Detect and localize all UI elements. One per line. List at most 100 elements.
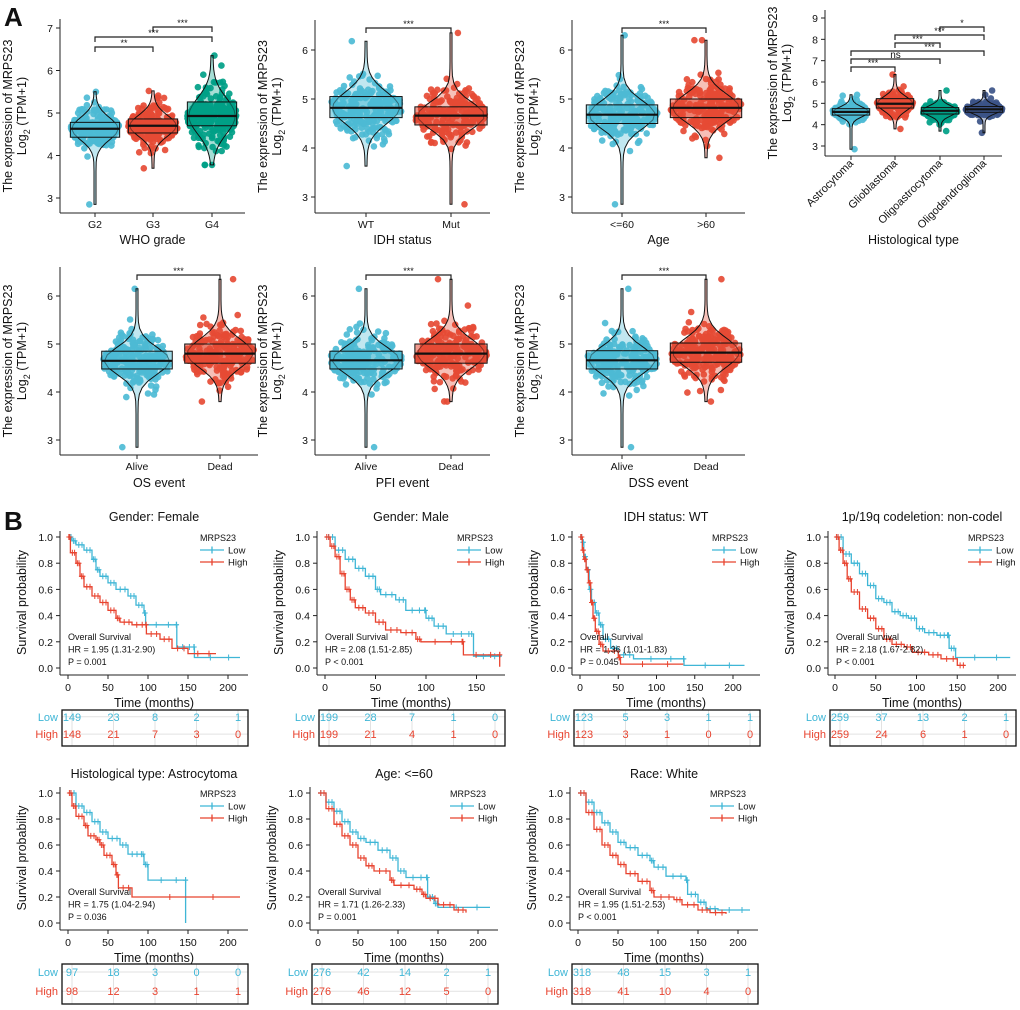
censor-mark xyxy=(148,630,154,637)
chart-title: Race: White xyxy=(630,767,698,781)
censor-mark xyxy=(627,844,633,851)
y-tick-label: 0.8 xyxy=(38,814,53,826)
legend-title: MRPS23 xyxy=(710,789,746,799)
censor-mark xyxy=(165,621,171,628)
risk-table-count: 318 xyxy=(573,986,591,998)
data-point xyxy=(462,100,470,108)
x-tick-label: 0 xyxy=(577,682,583,694)
x-tick-label: 50 xyxy=(612,937,624,949)
data-point xyxy=(644,94,651,101)
censor-mark xyxy=(380,619,386,626)
censor-mark xyxy=(126,619,132,626)
data-point xyxy=(727,366,734,374)
risk-table: Low 276 42 14 2 1 High 276 46 12 5 0 xyxy=(285,963,499,1005)
y-tick-label: 0.6 xyxy=(550,584,565,596)
y-tick-label: 0.0 xyxy=(38,663,53,675)
risk-table-group-label: Low xyxy=(38,712,58,724)
data-point xyxy=(201,161,209,169)
y-tick-label: 4 xyxy=(302,143,308,155)
censor-mark xyxy=(406,882,412,889)
data-point xyxy=(839,118,847,125)
y-axis-label-line2: Log xyxy=(527,135,541,156)
risk-table-count: 4 xyxy=(409,729,415,741)
y-tick-label: 6 xyxy=(47,66,53,78)
risk-table-count: 1 xyxy=(450,712,456,724)
risk-table-count: 2 xyxy=(193,712,199,724)
y-axis-label-unit: (TPM+1) xyxy=(527,322,541,374)
data-point xyxy=(86,201,93,208)
x-tick-label: 150 xyxy=(686,682,704,694)
significance-label: *** xyxy=(868,58,879,68)
data-point xyxy=(620,83,627,91)
significance-label: *** xyxy=(148,28,159,38)
legend-swatch-low xyxy=(200,546,224,554)
y-tick-label: 6 xyxy=(812,77,818,89)
legend-title: MRPS23 xyxy=(968,533,1004,543)
legend-swatch-low xyxy=(450,802,474,810)
significance-label: *** xyxy=(659,266,670,276)
risk-table-group-label: High xyxy=(35,986,58,998)
data-point xyxy=(161,146,169,154)
data-point xyxy=(195,142,202,149)
risk-table-count: 1 xyxy=(485,967,491,979)
y-tick-label: 0.0 xyxy=(550,663,565,675)
data-point xyxy=(348,37,356,45)
risk-table-count: 42 xyxy=(357,967,369,979)
x-tick-label: Dead xyxy=(438,461,463,473)
data-point xyxy=(207,95,215,102)
x-axis-label: Time (months) xyxy=(114,696,194,710)
significance-bracket xyxy=(94,36,213,42)
data-point xyxy=(849,102,857,109)
x-tick-label: G2 xyxy=(88,219,102,231)
annotation-text: Overall Survival xyxy=(580,632,643,642)
annotation-text: P = 0.001 xyxy=(318,912,357,922)
legend-label: Low xyxy=(738,802,756,813)
censor-mark xyxy=(704,907,710,913)
significance-label: *** xyxy=(924,42,935,52)
y-tick-label: 9 xyxy=(812,13,818,25)
legend-label: High xyxy=(228,814,248,825)
legend-swatch-high xyxy=(457,558,481,566)
y-tick-label: 0.6 xyxy=(806,584,821,596)
y-axis-label-unit: (TPM+1) xyxy=(15,322,29,374)
data-point xyxy=(988,87,996,94)
legend-title: MRPS23 xyxy=(450,789,486,799)
censor-mark xyxy=(418,874,424,881)
censor-mark xyxy=(383,868,389,874)
annotation-text: HR = 2.18 (1.67-2.82) xyxy=(836,645,923,655)
annotation-text: HR = 1.95 (1.31-2.90) xyxy=(68,645,155,655)
risk-table: Low 97 18 3 0 0 High 98 12 3 1 1 xyxy=(35,963,249,1005)
data-point xyxy=(144,390,152,397)
data-point xyxy=(721,377,728,385)
x-tick-label: 0 xyxy=(832,682,838,694)
risk-table-count: 0 xyxy=(1003,729,1009,741)
data-point xyxy=(601,319,609,327)
data-point xyxy=(703,142,711,150)
legend-label: Low xyxy=(740,546,758,557)
y-axis-label-line2: Log xyxy=(270,379,284,400)
chart-title: Age: <=60 xyxy=(375,767,433,781)
y-axis-label: Survival probability xyxy=(15,549,29,655)
x-tick-label: 200 xyxy=(989,682,1007,694)
data-point xyxy=(126,316,134,323)
data-point xyxy=(627,443,635,451)
x-tick-label: 200 xyxy=(219,682,237,694)
y-tick-label: 1.0 xyxy=(38,532,53,544)
y-tick-label: 1.0 xyxy=(295,532,310,544)
significance-label: *** xyxy=(659,19,670,29)
x-axis-label: Time (months) xyxy=(626,696,706,710)
data-point xyxy=(463,128,471,135)
risk-table-count: 97 xyxy=(66,967,78,979)
censor-mark xyxy=(432,895,438,902)
data-point xyxy=(643,373,651,381)
data-point xyxy=(157,136,164,144)
data-point xyxy=(626,147,634,155)
legend-swatch-high xyxy=(450,814,474,822)
data-point xyxy=(900,83,907,90)
annotation-text: HR = 1.36 (1.01-1.83) xyxy=(580,645,667,655)
data-point xyxy=(707,398,715,405)
censor-mark xyxy=(640,661,645,668)
risk-table-count: 3 xyxy=(152,967,158,979)
censor-mark xyxy=(702,662,708,669)
